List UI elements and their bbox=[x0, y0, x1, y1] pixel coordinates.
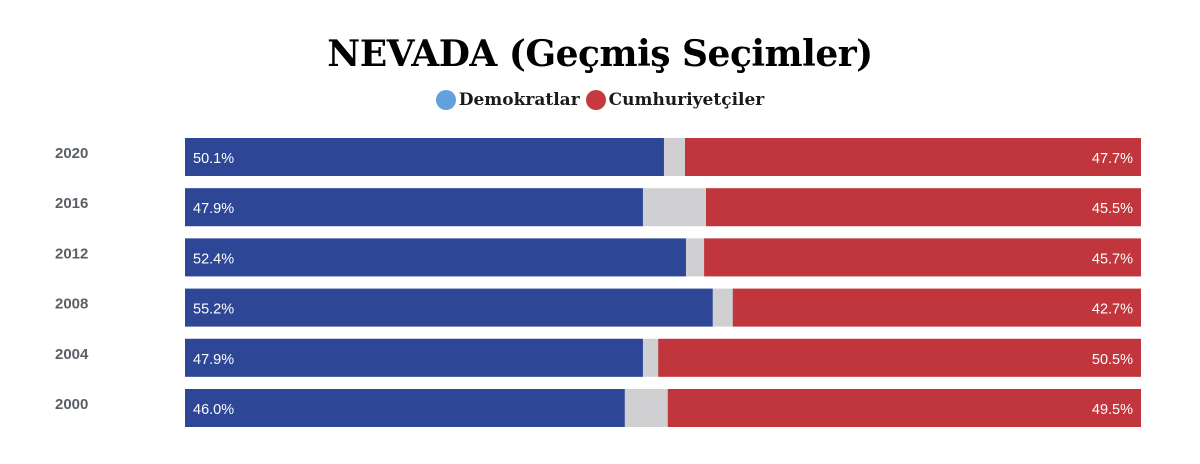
year-label-2004: 2004 bbox=[55, 346, 89, 363]
pct-label-republicans-2008: 42.7% bbox=[1092, 302, 1133, 318]
legend-item-democrats: Demokratlar bbox=[435, 86, 580, 114]
legend-dot-democrats bbox=[435, 90, 456, 110]
pct-label-democrats-2000: 46.0% bbox=[193, 402, 234, 418]
bar-democrats-2016 bbox=[185, 188, 643, 227]
bar-democrats-2012 bbox=[185, 238, 686, 277]
pct-label-democrats-2012: 52.4% bbox=[193, 251, 234, 267]
legend-label-republicans: Cumhuriyetçiler bbox=[608, 90, 765, 110]
bar-democrats-2000 bbox=[185, 389, 625, 427]
bar-republicans-2020 bbox=[684, 138, 1141, 176]
bar-republicans-2008 bbox=[732, 288, 1141, 327]
bar-republicans-2012 bbox=[704, 238, 1141, 277]
legend: Demokratlar Cumhuriyetçiler bbox=[0, 86, 1200, 114]
legend-dot-republicans bbox=[585, 90, 606, 110]
year-label-2000: 2000 bbox=[55, 396, 88, 413]
pct-label-republicans-2016: 45.5% bbox=[1092, 201, 1133, 217]
bar-democrats-2008 bbox=[185, 288, 713, 327]
pct-label-republicans-2000: 49.5% bbox=[1092, 402, 1133, 418]
pct-label-republicans-2020: 47.7% bbox=[1092, 151, 1133, 167]
year-label-2016: 2016 bbox=[55, 195, 88, 212]
pct-label-democrats-2008: 55.2% bbox=[193, 302, 234, 318]
year-label-2008: 2008 bbox=[55, 296, 88, 313]
bar-democrats-2004 bbox=[185, 338, 643, 377]
year-label-2020: 2020 bbox=[55, 145, 88, 162]
bar-republicans-2000 bbox=[667, 389, 1141, 427]
legend-label-democrats: Demokratlar bbox=[458, 90, 580, 110]
pct-label-republicans-2004: 50.5% bbox=[1092, 352, 1133, 368]
pct-label-democrats-2016: 47.9% bbox=[193, 201, 234, 217]
bar-republicans-2004 bbox=[658, 338, 1141, 377]
legend-item-republicans: Cumhuriyetçiler bbox=[585, 86, 765, 114]
pct-label-republicans-2012: 45.7% bbox=[1092, 251, 1133, 267]
bar-democrats-2020 bbox=[185, 138, 664, 176]
pct-label-democrats-2020: 50.1% bbox=[193, 151, 234, 167]
year-label-2012: 2012 bbox=[55, 245, 88, 262]
bar-republicans-2016 bbox=[706, 188, 1141, 227]
chart-title: NEVADA (Geçmiş Seçimler) bbox=[327, 33, 873, 75]
pct-label-democrats-2004: 47.9% bbox=[193, 352, 234, 368]
